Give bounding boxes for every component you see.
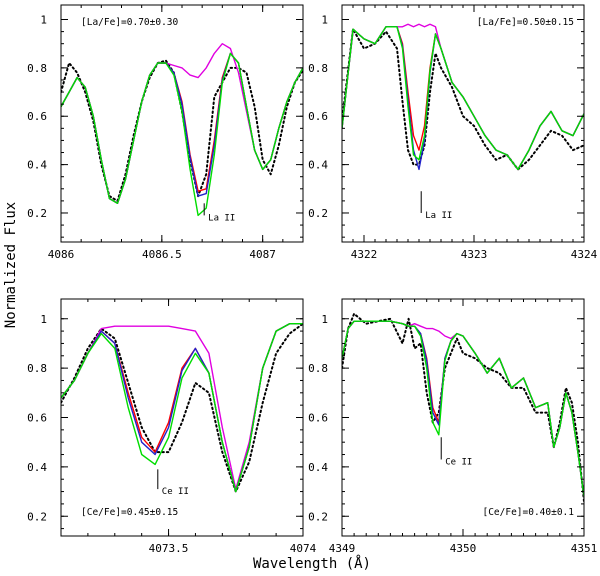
series-line--ce-fe-low (342, 320, 584, 498)
y-tick-label: 1 (40, 14, 47, 27)
x-tick-label: 4074 (290, 542, 317, 555)
y-tick-label: 0.4 (27, 159, 47, 172)
y-axis-label: Normalized Flux (3, 202, 19, 328)
y-tick-label: 0.2 (27, 207, 47, 220)
series-line--ce-fe-high (342, 320, 584, 498)
x-tick-label: 4073.5 (149, 542, 189, 555)
line-id-label: Ce II (162, 487, 189, 497)
abundance-annotation: [La/Fe]=0.70±0.30 (81, 17, 179, 28)
abundance-annotation: [Ce/Fe]=0.45±0.15 (81, 507, 178, 518)
y-tick-label: 0.8 (308, 362, 328, 375)
y-tick-label: 0.2 (308, 510, 328, 523)
y-tick-label: 1 (321, 313, 328, 326)
x-tick-label: 4350 (450, 542, 477, 555)
y-tick-label: 0.8 (308, 62, 328, 75)
x-tick-label: 4087 (249, 248, 276, 261)
y-tick-label: 1 (40, 313, 47, 326)
line-id-label: Ce II (445, 457, 472, 467)
series-line-observed (61, 59, 303, 202)
panel-top-right: 4322 4323 4324 0.2 0.4 0.6 0.8 1 [La/Fe]=0.50±0.… (308, 4, 598, 261)
panel-bottom-left: 4073.5 4074 0.2 0.4 0.6 0.8 1 [Ce/Fe]=0.45±0.15… (27, 298, 317, 555)
plot-frame (341, 298, 585, 537)
y-tick-label: 0.4 (308, 461, 328, 474)
y-tick-label: 0.2 (308, 207, 328, 220)
y-tick-label: 1 (321, 14, 328, 27)
x-tick-label: 4086 (48, 248, 75, 261)
series-line--ce-fe-low (61, 323, 303, 493)
series-line-no-ce-synthesis (61, 323, 303, 490)
series-line-no-la-synthesis (61, 43, 303, 205)
panel-top-left: 4086 4086.5 4087 0.2 0.4 0.6 0.8 1 [La/Fe]=0.70±… (27, 4, 304, 261)
series-line--la-fe-best (61, 52, 303, 205)
plot-frame (60, 4, 304, 243)
y-tick-label: 0.6 (27, 412, 47, 425)
y-tick-label: 0.6 (27, 110, 47, 123)
x-tick-label: 4086.5 (142, 248, 182, 261)
y-tick-label: 0.4 (308, 159, 328, 172)
series-line--ce-fe-high (61, 323, 303, 493)
y-tick-label: 0.8 (27, 62, 47, 75)
series-line--la-fe-high (342, 26, 584, 171)
x-tick-label: 4349 (329, 542, 356, 555)
series-line--ce-fe-best (342, 320, 584, 498)
series-line--ce-fe-best (61, 323, 303, 493)
series-line--la-fe-low (61, 52, 303, 205)
x-tick-label: 4323 (461, 248, 488, 261)
line-id-label: La II (208, 213, 235, 223)
y-tick-label: 0.6 (308, 412, 328, 425)
y-tick-label: 0.6 (308, 110, 328, 123)
y-tick-label: 0.4 (27, 461, 47, 474)
x-axis-label: Wavelength (Å) (253, 555, 371, 572)
series-line--la-fe-high (61, 52, 303, 217)
panel-bottom-right: 4349 4350 4351 0.2 0.4 0.6 0.8 1 [Ce/Fe]=0.40±0.… (308, 298, 598, 555)
abundance-annotation: [La/Fe]=0.50±0.15 (477, 17, 574, 28)
series-line-no-ce-synthesis (342, 320, 584, 498)
y-tick-label: 0.2 (27, 510, 47, 523)
x-tick-label: 4324 (571, 248, 598, 261)
series-line-observed (61, 322, 303, 493)
x-tick-label: 4322 (351, 248, 378, 261)
line-id-label: La II (425, 211, 452, 221)
x-tick-label: 4351 (571, 542, 598, 555)
y-tick-label: 0.8 (27, 362, 47, 375)
abundance-annotation: [Ce/Fe]=0.40±0.1 (482, 507, 574, 518)
series-line-observed (342, 28, 584, 171)
